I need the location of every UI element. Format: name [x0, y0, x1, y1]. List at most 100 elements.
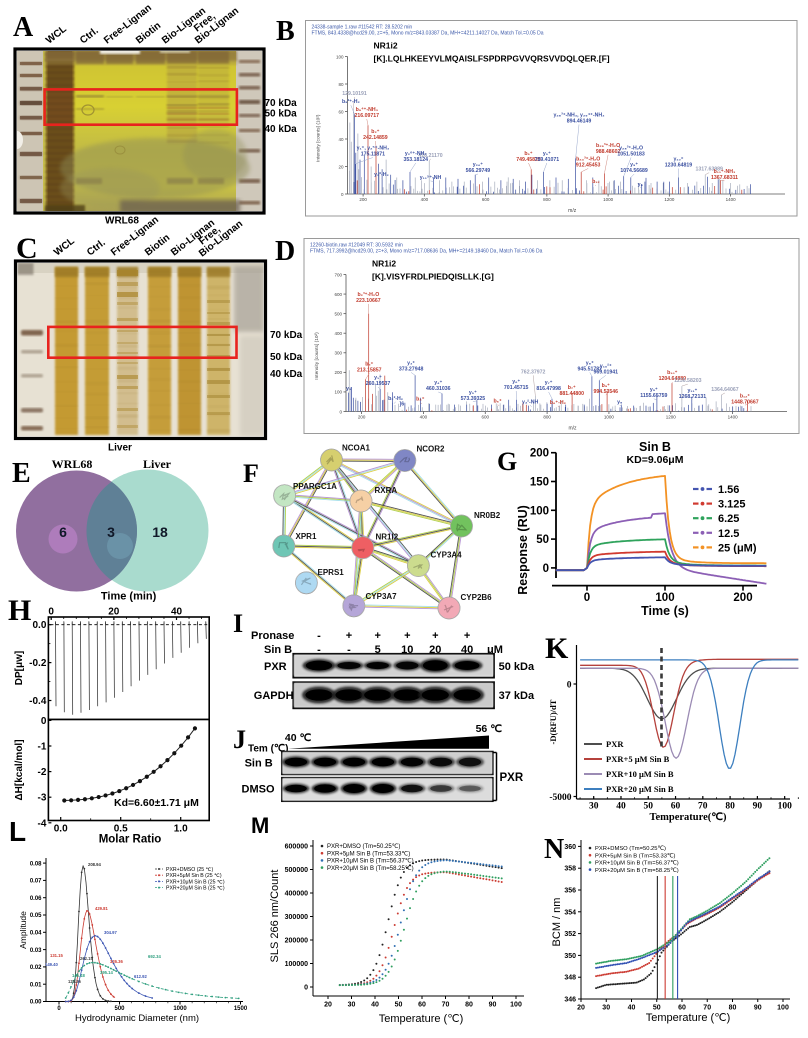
svg-text:+: + — [464, 630, 470, 642]
svg-text:395.14: 395.14 — [100, 970, 113, 975]
svg-text:100: 100 — [336, 54, 344, 59]
svg-text:Time (s): Time (s) — [641, 604, 689, 618]
svg-text:70: 70 — [703, 1005, 711, 1012]
svg-text:500: 500 — [334, 311, 342, 316]
svg-text:PXR: PXR — [606, 739, 624, 749]
svg-text:CYP3A7: CYP3A7 — [366, 592, 398, 601]
svg-text:20: 20 — [324, 1002, 332, 1009]
svg-text:PXR+5 μM Sin B: PXR+5 μM Sin B — [606, 754, 670, 764]
svg-text:0: 0 — [48, 607, 54, 618]
svg-text:NR1I2: NR1I2 — [376, 533, 399, 542]
svg-text:912.45453: 912.45453 — [576, 163, 601, 169]
svg-text:FTMS, 717.3992@hcd29.00, z=+3,: FTMS, 717.3992@hcd29.00, z=+3, Mono m/z=… — [310, 249, 543, 255]
svg-text:300: 300 — [334, 351, 342, 356]
svg-text:100: 100 — [510, 1002, 522, 1009]
svg-text:1268.72131: 1268.72131 — [679, 394, 707, 400]
svg-text:Hydrodynamic Diameter (nm): Hydrodynamic Diameter (nm) — [75, 1013, 199, 1024]
svg-text:600: 600 — [482, 415, 490, 420]
svg-text:40 kDa: 40 kDa — [265, 124, 298, 135]
svg-text:Amplitude: Amplitude — [18, 911, 28, 949]
svg-text:1367.68311: 1367.68311 — [711, 175, 738, 181]
svg-text:20: 20 — [577, 1005, 585, 1012]
svg-text:40: 40 — [338, 137, 344, 142]
svg-text:60: 60 — [418, 1002, 426, 1009]
svg-text:50: 50 — [653, 1005, 661, 1012]
svg-text:260.19537: 260.19537 — [366, 381, 391, 387]
svg-text:216.09717: 216.09717 — [355, 113, 380, 119]
svg-text:G: G — [497, 447, 517, 476]
svg-text:FTMS, 843.4338@hcd29.00, z=+5,: FTMS, 843.4338@hcd29.00, z=+5, Mono m/z=… — [312, 31, 544, 37]
svg-text:0.02: 0.02 — [30, 965, 42, 971]
svg-text:200: 200 — [359, 197, 367, 202]
svg-text:WRL68: WRL68 — [52, 457, 93, 471]
svg-text:m/z: m/z — [568, 426, 577, 432]
svg-text:0.0: 0.0 — [32, 620, 46, 631]
svg-text:80: 80 — [338, 82, 344, 87]
svg-text:b₅⁺: b₅⁺ — [493, 399, 502, 405]
svg-text:175.11871: 175.11871 — [361, 152, 385, 158]
svg-text:346: 346 — [564, 997, 576, 1004]
svg-text:D: D — [275, 236, 295, 267]
svg-text:573.39325: 573.39325 — [461, 396, 486, 402]
svg-text:400000: 400000 — [285, 891, 308, 898]
svg-text:50 kDa: 50 kDa — [265, 109, 298, 120]
svg-text:223.10667: 223.10667 — [356, 298, 381, 304]
svg-text:50: 50 — [536, 534, 549, 546]
svg-text:50: 50 — [395, 1002, 403, 1009]
svg-text:400: 400 — [420, 415, 428, 420]
svg-text:1051.50183: 1051.50183 — [617, 152, 645, 158]
svg-text:0: 0 — [41, 716, 47, 727]
svg-text:60: 60 — [338, 109, 344, 114]
svg-text:300000: 300000 — [285, 914, 308, 921]
svg-text:30: 30 — [348, 1002, 356, 1009]
svg-text:37 kDa: 37 kDa — [499, 690, 535, 702]
svg-text:1155.65759: 1155.65759 — [640, 393, 667, 399]
svg-text:0.08: 0.08 — [30, 861, 42, 867]
svg-text:XPR1: XPR1 — [296, 532, 317, 541]
svg-text:-D(RFU)/dT: -D(RFU)/dT — [548, 699, 558, 744]
svg-text:1200: 1200 — [666, 415, 677, 420]
svg-text:100: 100 — [334, 390, 342, 395]
svg-text:-0.4: -0.4 — [29, 696, 47, 707]
svg-text:1.0: 1.0 — [174, 824, 188, 835]
svg-text:40: 40 — [616, 802, 626, 812]
svg-text:1200: 1200 — [664, 197, 675, 202]
svg-text:m/z: m/z — [568, 208, 577, 214]
svg-text:80: 80 — [725, 802, 735, 812]
svg-text:Response (RU): Response (RU) — [516, 505, 530, 595]
svg-text:208.94: 208.94 — [88, 862, 101, 867]
svg-text:NCOA1: NCOA1 — [342, 444, 371, 453]
svg-text:PXR+DMSO (25 ℃): PXR+DMSO (25 ℃) — [166, 867, 213, 873]
svg-text:Molar Ratio: Molar Ratio — [99, 834, 162, 846]
svg-text:0: 0 — [584, 592, 590, 604]
svg-text:Sin B: Sin B — [245, 758, 273, 770]
svg-text:213.15857: 213.15857 — [357, 367, 382, 373]
svg-text:NR1i2: NR1i2 — [374, 41, 398, 51]
svg-text:1000: 1000 — [603, 197, 614, 202]
svg-text:y₈: y₈ — [638, 182, 644, 188]
svg-text:200: 200 — [733, 592, 752, 604]
svg-text:1.56: 1.56 — [718, 484, 739, 496]
svg-text:CYP2B6: CYP2B6 — [461, 593, 493, 602]
svg-text:80: 80 — [729, 1005, 737, 1012]
svg-text:1448.70667: 1448.70667 — [731, 399, 759, 405]
svg-text:789.41071: 789.41071 — [535, 157, 560, 163]
svg-text:200: 200 — [530, 448, 549, 460]
svg-text:100: 100 — [530, 505, 549, 517]
svg-text:6.25: 6.25 — [718, 513, 739, 525]
svg-text:0.07: 0.07 — [30, 879, 42, 885]
svg-text:700: 700 — [334, 272, 342, 277]
svg-text:-1: -1 — [37, 742, 46, 753]
svg-text:PPARGC1A: PPARGC1A — [293, 482, 337, 491]
svg-text:612.92: 612.92 — [134, 974, 147, 979]
svg-text:-5000: -5000 — [549, 793, 571, 803]
svg-text:+: + — [432, 630, 438, 642]
svg-text:40: 40 — [628, 1005, 636, 1012]
svg-text:40: 40 — [371, 1002, 379, 1009]
svg-text:-2: -2 — [37, 767, 46, 778]
svg-text:762.37972: 762.37972 — [521, 369, 546, 375]
svg-text:123.25: 123.25 — [68, 979, 81, 984]
svg-text:I: I — [233, 609, 243, 638]
svg-text:[K].LQLHKEEYVLMQAISLFSPDRPGVVQ: [K].LQLHKEEYVLMQAISLFSPDRPGVVQRSVVDQLQER… — [374, 54, 610, 64]
svg-text:129.10191: 129.10191 — [342, 91, 367, 97]
